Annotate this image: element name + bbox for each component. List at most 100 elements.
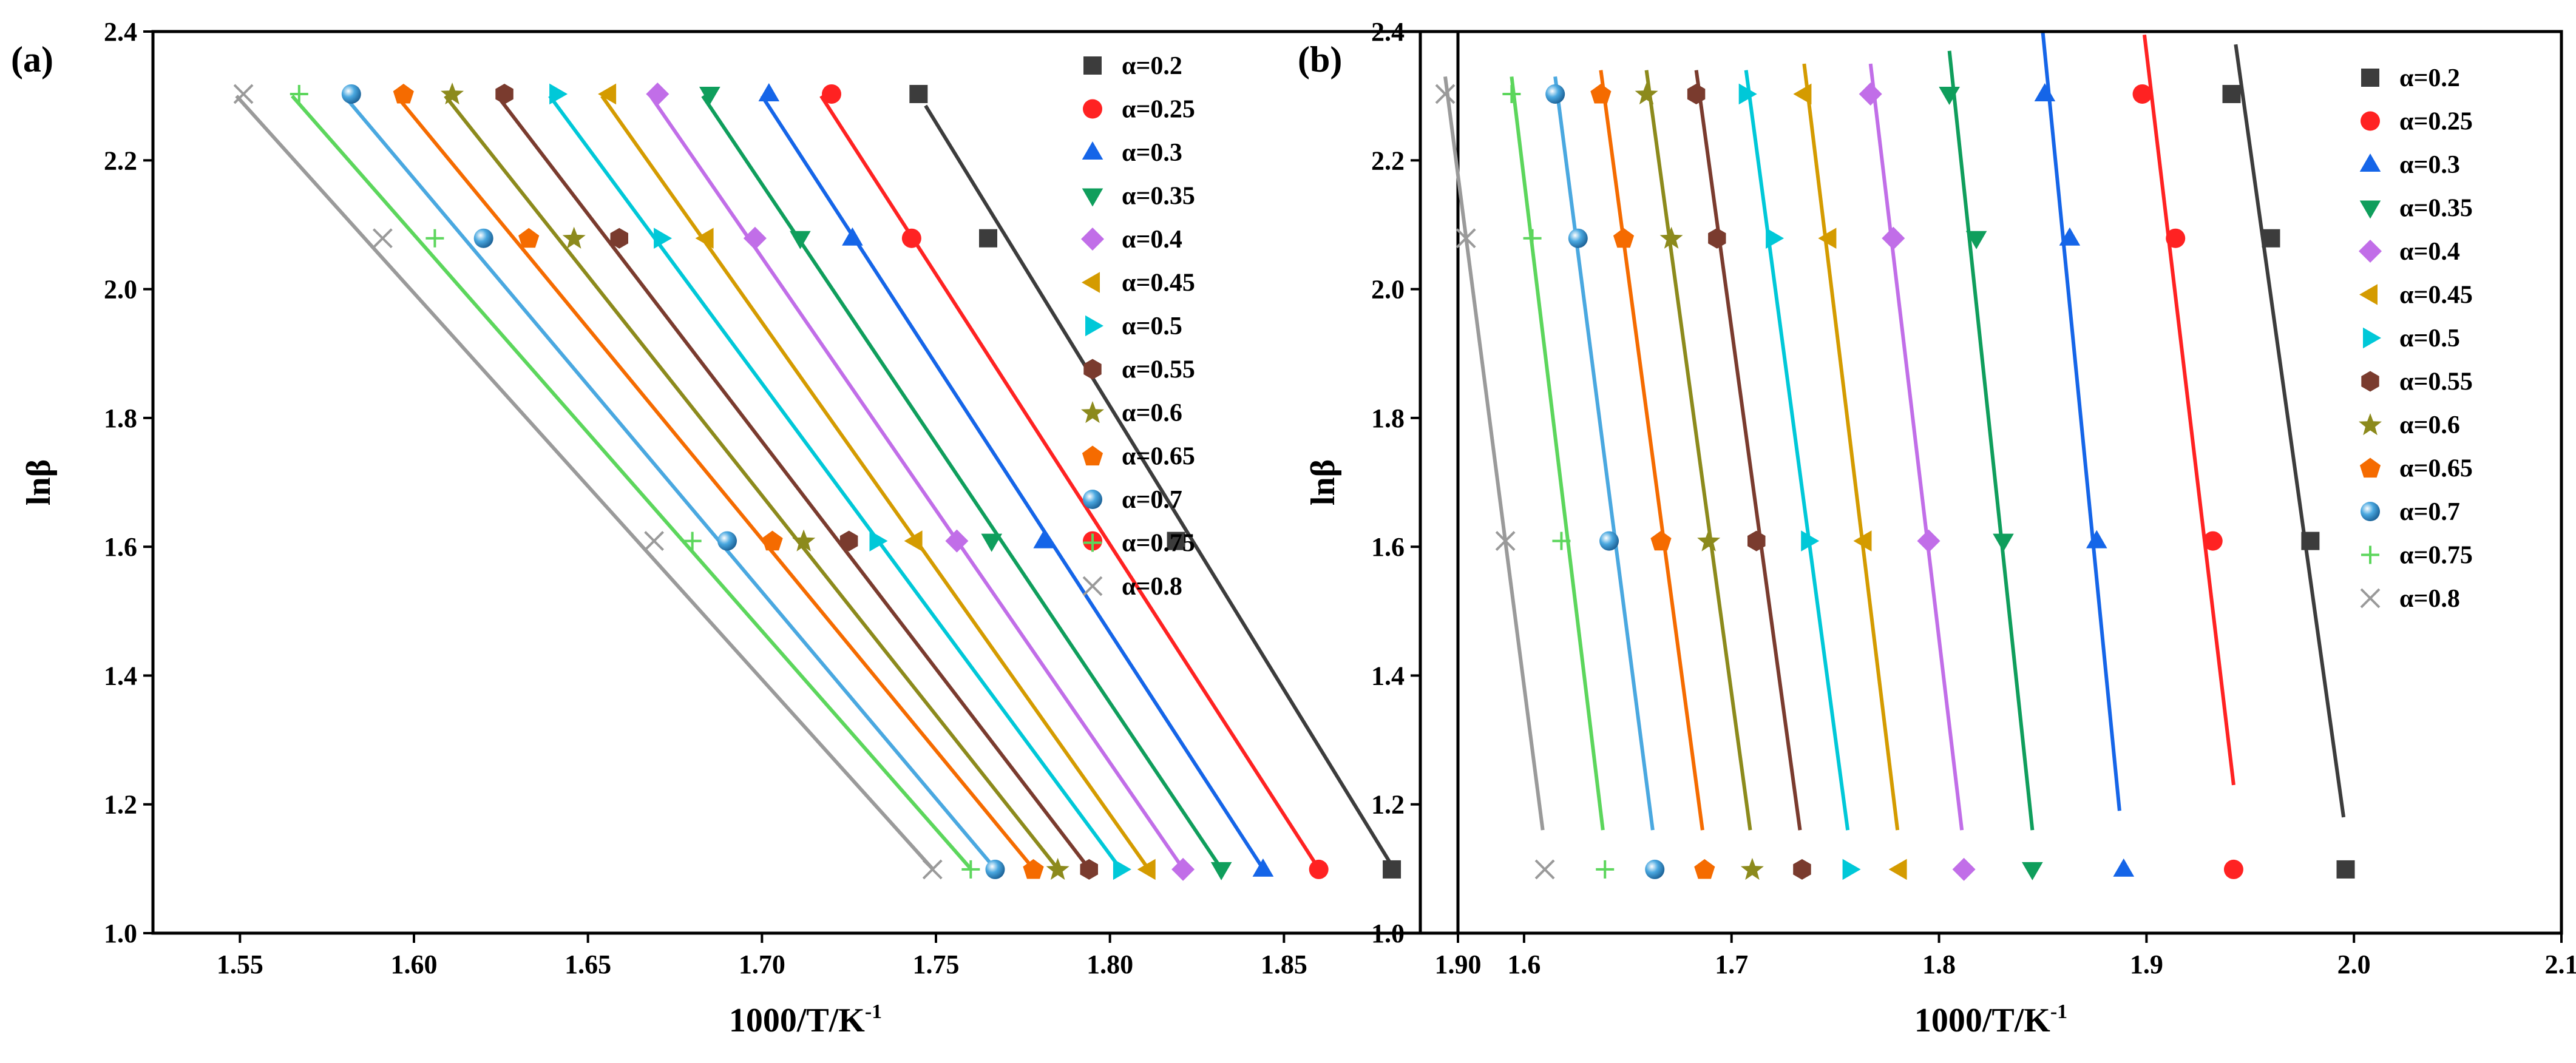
panel-a-legend-label: α=0.8 [1122,573,1182,601]
panel-b-x-tick-label: 1.6 [1507,950,1541,979]
panel-a-data-point [792,529,816,552]
panel-a-data-point [695,228,714,249]
panel-a-label: (a) [11,39,53,79]
panel-b-data-point [2022,862,2043,880]
panel-b-data-point [1738,83,1757,105]
panel-b-data-point [2113,858,2135,877]
panel-b-data-point [1645,859,1665,879]
panel-b-legend-label: α=0.35 [2399,195,2473,223]
panel-a-data-point [822,84,841,104]
panel-b-data-point [1888,859,1907,880]
panel-b-data-point [1740,857,1764,880]
panel-a-data-point [1252,858,1274,877]
panel-b-data-point [1523,229,1542,248]
panel-b-x-tick-label: 2.0 [2337,950,2371,979]
panel-b-legend-label: α=0.8 [2399,585,2460,613]
panel-a-x-tick-label: 1.90 [1435,950,1482,979]
panel-a-legend-label: α=0.55 [1122,356,1195,384]
panel-b-x-tick-label: 2.1 [2545,950,2576,979]
panel-a-data-point [699,87,720,105]
panel-a-data-point [717,531,737,551]
panel-b-data-point [1545,84,1565,104]
panel-a-legend-marker [1083,359,1102,380]
panel-b-y-ticks: 1.0 1.2 1.4 1.6 1.8 2.0 2.2 2.4 [1371,17,1420,948]
panel-b-data-point [2132,84,2152,104]
panel-b-data-point [1697,529,1721,552]
panel-b-data-point [1435,84,1456,104]
panel-a-data-point [985,859,1005,879]
panel-a-legend-marker [1083,533,1102,552]
panel-b-fit-line [1510,76,1605,831]
panel-a-data-point [1383,860,1402,879]
panel-b-y-tick-label: 2.0 [1371,275,1405,305]
panel-b-legend-marker [2361,69,2379,87]
panel-b-y-axis-title: lnβ [1304,459,1342,505]
panel-b-legend-marker [2363,327,2381,349]
panel-a-data-point [1046,857,1069,880]
panel-b-legend: α=0.2 α=0.25 α=0.3 α=0.35 α=0.4 α=0.45 α=0.5 α=… [2359,64,2473,613]
panel-b-legend-label: α=0.55 [2399,368,2473,396]
panel-a-x-tick-label: 1.65 [564,950,611,979]
panel-a-data-point [425,229,444,248]
panel-b-legend-marker [2360,588,2381,609]
panel-a-data-point [981,533,1003,552]
panel-a-data-point [1137,859,1156,880]
panel-b-legend-label: α=0.3 [2399,151,2460,179]
panel-b-data-point [1917,529,1940,553]
panel-b-data-point [1552,532,1571,550]
panel-b-data-point [1650,530,1672,551]
panel-a-x-tick-label: 1.55 [217,950,263,979]
panel-a-legend-marker [1081,228,1104,251]
panel-b-data-point [1502,84,1521,103]
panel-a-y-axis-title: lnβ [20,459,58,505]
panel-b-data-point [1853,530,1872,552]
panel-b-data-point [1766,228,1785,249]
panel-a-data-point [762,530,783,551]
panel-a-legend-label: α=0.65 [1122,443,1195,471]
panel-b-x-ticks: 1.6 1.7 1.8 1.9 2.0 2.1 [1507,933,2576,979]
panel-a-data-point [1309,859,1329,879]
panel-a-y-tick-label: 1.0 [104,919,137,948]
panel-a-y-tick-label: 1.4 [104,661,137,690]
panel-b-y-tick-label: 1.8 [1371,403,1405,433]
panel-a-data-point [518,228,540,248]
panel-b-legend-marker [2359,457,2381,478]
panel-b-data-point [1534,859,1555,880]
panel-b-legend-label: α=0.5 [2399,325,2460,353]
panel-b-legend-label: α=0.6 [2399,411,2460,439]
panel-b-data-point [1993,533,2014,552]
panel-a-legend-label: α=0.3 [1122,139,1182,167]
panel-b-data-point [2059,227,2081,246]
panel-b-fit-line [1947,50,2035,831]
panel-a-legend-label: α=0.25 [1122,96,1195,124]
panel-a-y-tick-label: 1.6 [104,532,137,562]
panel-a-data-point [473,228,493,248]
panel-a-legend-label: α=0.75 [1122,530,1195,558]
panel-a-y-tick-label: 1.2 [104,790,137,820]
panel-b-data-point [1952,857,1976,881]
panel-b-legend-marker [2359,284,2378,305]
panel-a-x-tick-label: 1.80 [1086,950,1133,979]
panel-a-data-point [654,228,673,249]
panel-a-legend-marker [1082,188,1103,207]
panel-b-data-point [1747,530,1766,552]
panel-a-data-point [979,229,997,248]
panel-b-data-point [1801,530,1820,552]
panel-b-fit-line [1744,70,1850,831]
panel-b-legend-label: α=0.65 [2399,455,2473,483]
panel-a-fit-line [649,95,1185,870]
panel-b-x-tick-label: 1.7 [1715,950,1748,979]
panel-b-plot-frame [1418,30,2563,935]
panel-b-data-point [1596,860,1615,879]
panel-b-legend-marker [2361,371,2379,392]
panel-a-data-point [1033,530,1055,548]
panel-a-legend-label: α=0.6 [1122,399,1182,427]
panel-b-fit-line [1802,63,1900,831]
panel-a-data-point [562,226,586,249]
panel-b-y-tick-label: 1.2 [1371,790,1405,820]
panel-a-fit-line [496,95,1091,870]
panel-a-data-point [549,83,568,105]
panel-b-y-tick-label: 1.0 [1371,919,1405,948]
panel-a-data-point [901,228,921,248]
panel-b-data-point [1965,231,1987,249]
